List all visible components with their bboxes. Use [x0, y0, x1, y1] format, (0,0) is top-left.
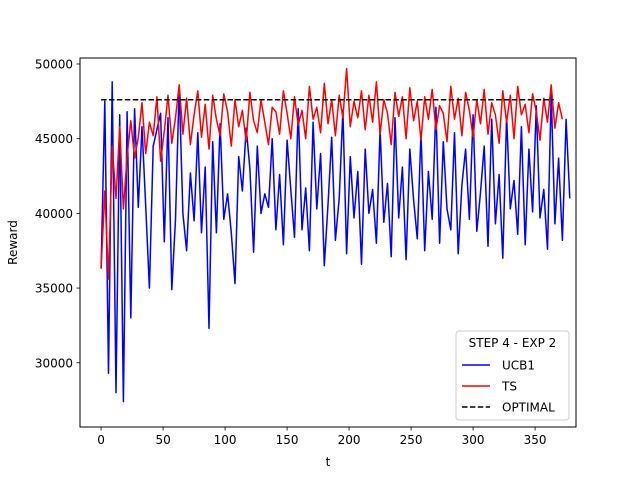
x-tick-label: 300 — [462, 433, 485, 447]
x-axis-label: t — [326, 455, 331, 469]
legend-box — [455, 330, 570, 421]
legend-title: STEP 4 - EXP 2 — [469, 336, 557, 350]
x-tick-label: 150 — [276, 433, 299, 447]
x-axis-ticks: 0 50 100 150 200 250 300 350 — [97, 427, 547, 447]
x-tick-label: 200 — [338, 433, 361, 447]
axes-frame — [79, 57, 577, 428]
y-tick-label: 30000 — [35, 356, 73, 370]
x-tick-label: 0 — [97, 433, 105, 447]
x-tick-label: 100 — [214, 433, 237, 447]
legend-label-optimal: OPTIMAL — [502, 401, 555, 415]
legend-label-ucb1: UCB1 — [502, 359, 535, 373]
legend-label-ts: TS — [501, 380, 517, 394]
y-tick-label: 40000 — [35, 207, 73, 221]
legend-entries: UCB1 TS OPTIMAL — [462, 359, 555, 415]
x-tick-label: 350 — [524, 433, 547, 447]
y-axis-ticks: 30000 35000 40000 45000 50000 — [35, 57, 80, 370]
y-tick-label: 35000 — [35, 282, 73, 296]
legend: STEP 4 - EXP 2 UCB1 TS OPTIMAL — [455, 330, 570, 421]
series-layer — [100, 67, 571, 403]
y-axis-label: Reward — [6, 220, 20, 265]
y-tick-label: 50000 — [35, 57, 73, 71]
y-tick-label: 45000 — [35, 132, 73, 146]
x-tick-label: 250 — [400, 433, 423, 447]
x-tick-label: 50 — [155, 433, 170, 447]
